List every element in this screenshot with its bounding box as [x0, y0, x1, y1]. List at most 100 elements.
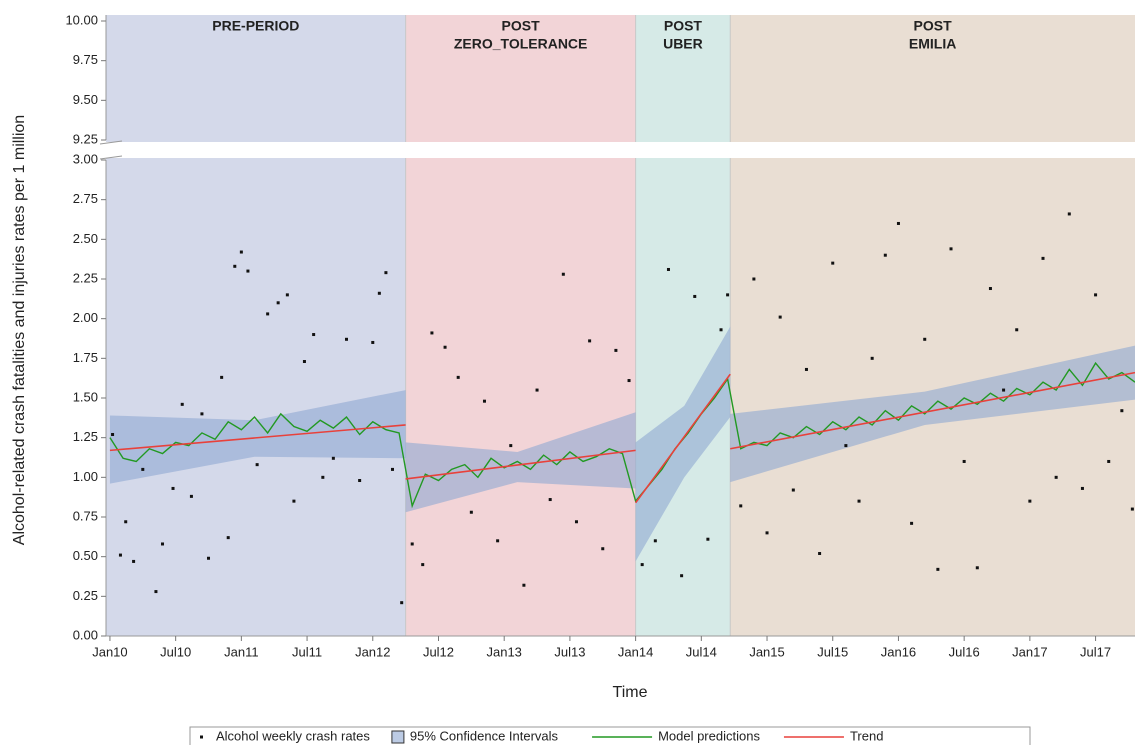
- data-point: [1130, 507, 1134, 511]
- period-region: [405, 15, 636, 636]
- model-line: [109, 361, 1135, 509]
- data-point: [627, 379, 631, 383]
- x-tick-label: Jul10: [160, 644, 191, 659]
- y-tick-label: 10.00: [65, 12, 98, 27]
- data-point: [509, 444, 513, 448]
- data-point: [923, 337, 927, 341]
- data-point: [706, 537, 710, 541]
- y-tick-label: 9.75: [73, 52, 98, 67]
- data-point: [910, 521, 914, 525]
- data-point: [588, 339, 592, 343]
- data-point: [384, 271, 388, 275]
- period-label: PRE-PERIOD: [212, 18, 299, 34]
- data-point: [358, 479, 362, 483]
- data-point: [207, 556, 211, 560]
- data-point: [302, 360, 306, 364]
- data-point: [574, 520, 578, 524]
- data-point: [1002, 388, 1006, 392]
- period-region: [635, 15, 731, 636]
- data-point: [189, 494, 193, 498]
- data-point: [962, 459, 966, 463]
- data-point: [561, 272, 565, 276]
- data-point: [666, 267, 670, 271]
- y-tick-label: 1.25: [73, 429, 98, 444]
- data-point: [739, 504, 743, 508]
- data-point: [653, 539, 657, 543]
- x-tick-label: Jan16: [881, 644, 916, 659]
- confidence-band: [730, 345, 1135, 483]
- legend-label: Alcohol weekly crash rates: [216, 728, 370, 743]
- data-point: [680, 574, 684, 578]
- data-point: [988, 287, 992, 291]
- x-tick-label: Jul13: [554, 644, 585, 659]
- data-point: [818, 551, 822, 555]
- data-point: [118, 553, 122, 557]
- data-point: [765, 531, 769, 535]
- data-point: [936, 567, 940, 571]
- data-point: [443, 345, 447, 349]
- y-axis-title: Alcohol-related crash fatalities and inj…: [11, 115, 28, 545]
- data-point: [161, 542, 165, 546]
- y-tick-label: 0.75: [73, 508, 98, 523]
- data-point: [1028, 499, 1032, 503]
- data-point: [344, 337, 348, 341]
- y-tick-label: 0.00: [73, 627, 98, 642]
- data-point: [276, 301, 280, 305]
- data-point: [390, 467, 394, 471]
- data-point: [1067, 212, 1071, 216]
- period-label: POST: [664, 18, 703, 34]
- data-point: [640, 563, 644, 567]
- data-point: [975, 566, 979, 570]
- data-point: [1120, 409, 1124, 413]
- period-region: [730, 15, 1135, 636]
- data-point: [124, 520, 128, 524]
- legend-box: [189, 726, 1031, 750]
- period-label: ZERO_TOLERANCE: [454, 36, 588, 52]
- trend-line: [405, 449, 636, 480]
- period-label: POST: [914, 18, 953, 34]
- period-label: EMILIA: [909, 36, 956, 52]
- x-axis-title: Time: [613, 684, 648, 701]
- data-point: [601, 547, 605, 551]
- data-point: [719, 328, 723, 332]
- data-point: [896, 221, 900, 225]
- data-point: [548, 498, 552, 502]
- data-point: [831, 261, 835, 265]
- period-region: [106, 15, 406, 636]
- x-tick-label: Jan13: [486, 644, 521, 659]
- data-point: [132, 559, 136, 563]
- y-tick-label: 3.00: [73, 151, 98, 166]
- data-point: [154, 590, 158, 594]
- data-point: [522, 583, 526, 587]
- data-point: [1054, 475, 1058, 479]
- y-tick-label: 1.75: [73, 350, 98, 365]
- data-point: [377, 291, 381, 295]
- x-tick-label: Jul16: [949, 644, 980, 659]
- x-tick-label: Jul12: [423, 644, 454, 659]
- legend-swatch: [391, 730, 405, 744]
- data-point: [1094, 293, 1098, 297]
- data-point: [752, 277, 756, 281]
- x-tick-label: Jan14: [618, 644, 653, 659]
- x-tick-label: Jul15: [817, 644, 848, 659]
- y-tick-label: 0.25: [73, 588, 98, 603]
- y-tick-label: 9.25: [73, 131, 98, 146]
- break-mark: [99, 140, 123, 145]
- data-point: [844, 444, 848, 448]
- data-point: [331, 456, 335, 460]
- legend-label: 95% Confidence Intervals: [410, 728, 559, 743]
- data-point: [421, 563, 425, 567]
- data-point: [285, 293, 289, 297]
- data-point: [791, 488, 795, 492]
- data-point: [371, 340, 375, 344]
- data-point: [171, 486, 175, 490]
- data-point: [200, 412, 204, 416]
- data-point: [614, 348, 618, 352]
- x-tick-label: Jan11: [224, 644, 258, 659]
- x-tick-label: Jan17: [1012, 644, 1047, 659]
- y-tick-label: 2.25: [73, 270, 98, 285]
- data-point: [857, 499, 861, 503]
- data-point: [239, 250, 243, 254]
- y-tick-label: 1.00: [73, 469, 98, 484]
